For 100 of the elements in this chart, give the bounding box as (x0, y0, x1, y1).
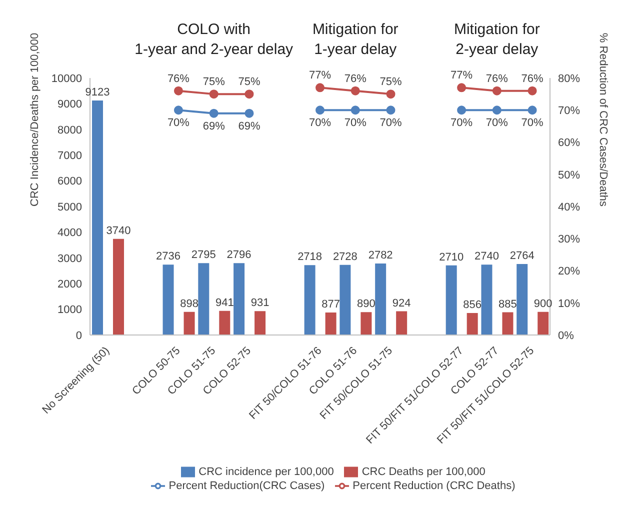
data-label: 2740 (474, 250, 499, 263)
bar (375, 264, 386, 335)
bar (304, 265, 316, 335)
data-label: 9123 (85, 86, 110, 99)
data-label: 76% (167, 72, 190, 85)
point (244, 108, 254, 118)
data-label: 890 (357, 298, 376, 310)
bar (516, 264, 528, 335)
y-tick-label: 7000 (58, 150, 82, 162)
data-label: 885 (498, 298, 517, 310)
text: Mitigation for 1-year delay (312, 21, 398, 58)
point (528, 86, 537, 96)
y-axis-title: CRC Incidence/Deaths per 100,000 (28, 32, 41, 206)
legend-label: Percent Reduction(CRC Cases) (168, 480, 325, 492)
point (492, 106, 502, 115)
data-label: 2718 (298, 251, 322, 264)
y-tick-label: 8000 (58, 124, 82, 136)
y-tick-label: 2000 (58, 278, 82, 291)
data-label: 931 (250, 297, 270, 310)
point (350, 106, 360, 115)
y2-tick-label: 10% (558, 298, 580, 310)
data-label: 77% (450, 70, 473, 82)
y-tick-label: 6000 (58, 176, 82, 188)
y-tick-label: 9000 (58, 98, 82, 111)
data-label: 856 (463, 299, 482, 311)
bar (198, 263, 210, 335)
bar (184, 312, 195, 335)
point (209, 90, 218, 99)
point (244, 90, 254, 99)
bar (446, 265, 457, 335)
point (350, 86, 360, 96)
y2-axis-title: % Reduction of CRC Cases/Deaths (597, 32, 610, 207)
point (316, 106, 324, 115)
bar (502, 312, 514, 335)
point (174, 86, 183, 96)
data-label: 70% (344, 117, 367, 130)
data-label: 70% (167, 117, 190, 130)
data-label: 70% (450, 117, 473, 130)
data-label: 70% (308, 117, 332, 130)
bar (466, 313, 478, 335)
bar (234, 263, 245, 335)
data-label: 2782 (368, 250, 393, 262)
y2-tick-label: 40% (558, 201, 580, 214)
bar (538, 312, 549, 335)
y-tick-label: 5000 (58, 201, 82, 214)
bar (113, 238, 124, 335)
y2-tick-label: 60% (558, 137, 580, 150)
point (492, 86, 502, 96)
bar (162, 264, 174, 335)
data-label: 2710 (439, 251, 464, 264)
point (528, 106, 537, 115)
text: COLO with 1-year and 2-year delay (134, 20, 294, 60)
y2-tick-label: 20% (558, 266, 580, 278)
bar (481, 264, 492, 335)
data-label: 70% (380, 117, 402, 130)
data-label: 2736 (156, 250, 181, 263)
bar (325, 312, 336, 335)
data-label: 2764 (510, 250, 534, 262)
y2-tick-label: 80% (558, 72, 580, 85)
data-label: 76% (486, 72, 508, 85)
y2-tick-label: 50% (558, 169, 580, 182)
y2-tick-label: 0% (558, 330, 574, 342)
legend-label: CRC incidence per 100,000 (198, 466, 334, 478)
bar (396, 311, 408, 335)
data-label: 75% (238, 76, 260, 88)
legend-label: CRC Deaths per 100,000 (362, 466, 486, 478)
data-label: 2796 (226, 249, 252, 262)
bar (92, 100, 103, 335)
y-tick-label: 4000 (58, 227, 82, 240)
data-label: 941 (215, 296, 234, 309)
point (316, 83, 324, 92)
bar (340, 264, 351, 335)
data-label: 76% (344, 72, 367, 85)
data-label: 877 (322, 298, 340, 310)
y2-tick-label: 70% (558, 105, 580, 118)
point (209, 108, 218, 118)
data-label: 69% (202, 120, 226, 132)
data-label: 75% (380, 76, 402, 88)
point (386, 90, 396, 99)
data-label: 900 (534, 298, 552, 310)
bar (360, 312, 372, 335)
y2-tick-label: 30% (558, 234, 580, 246)
data-label: 924 (392, 297, 411, 310)
data-label: 2795 (191, 249, 216, 262)
y-tick-label: 10000 (51, 72, 82, 85)
text: Mitigation for 2-year delay (452, 20, 541, 60)
data-label: 2728 (332, 250, 358, 263)
y-tick-label: 3000 (58, 252, 82, 265)
data-label: 70% (521, 117, 544, 130)
point (457, 106, 466, 115)
y-tick-label: 0 (76, 330, 82, 342)
legend-label: Percent Reduction (CRC Deaths) (352, 480, 516, 492)
y-tick-label: 1000 (58, 304, 82, 316)
bar (254, 311, 266, 335)
data-label: 76% (521, 72, 544, 85)
data-label: 77% (308, 70, 332, 82)
data-label: 898 (180, 298, 198, 310)
data-label: 69% (238, 120, 260, 132)
point (174, 106, 183, 115)
bar (219, 310, 230, 335)
